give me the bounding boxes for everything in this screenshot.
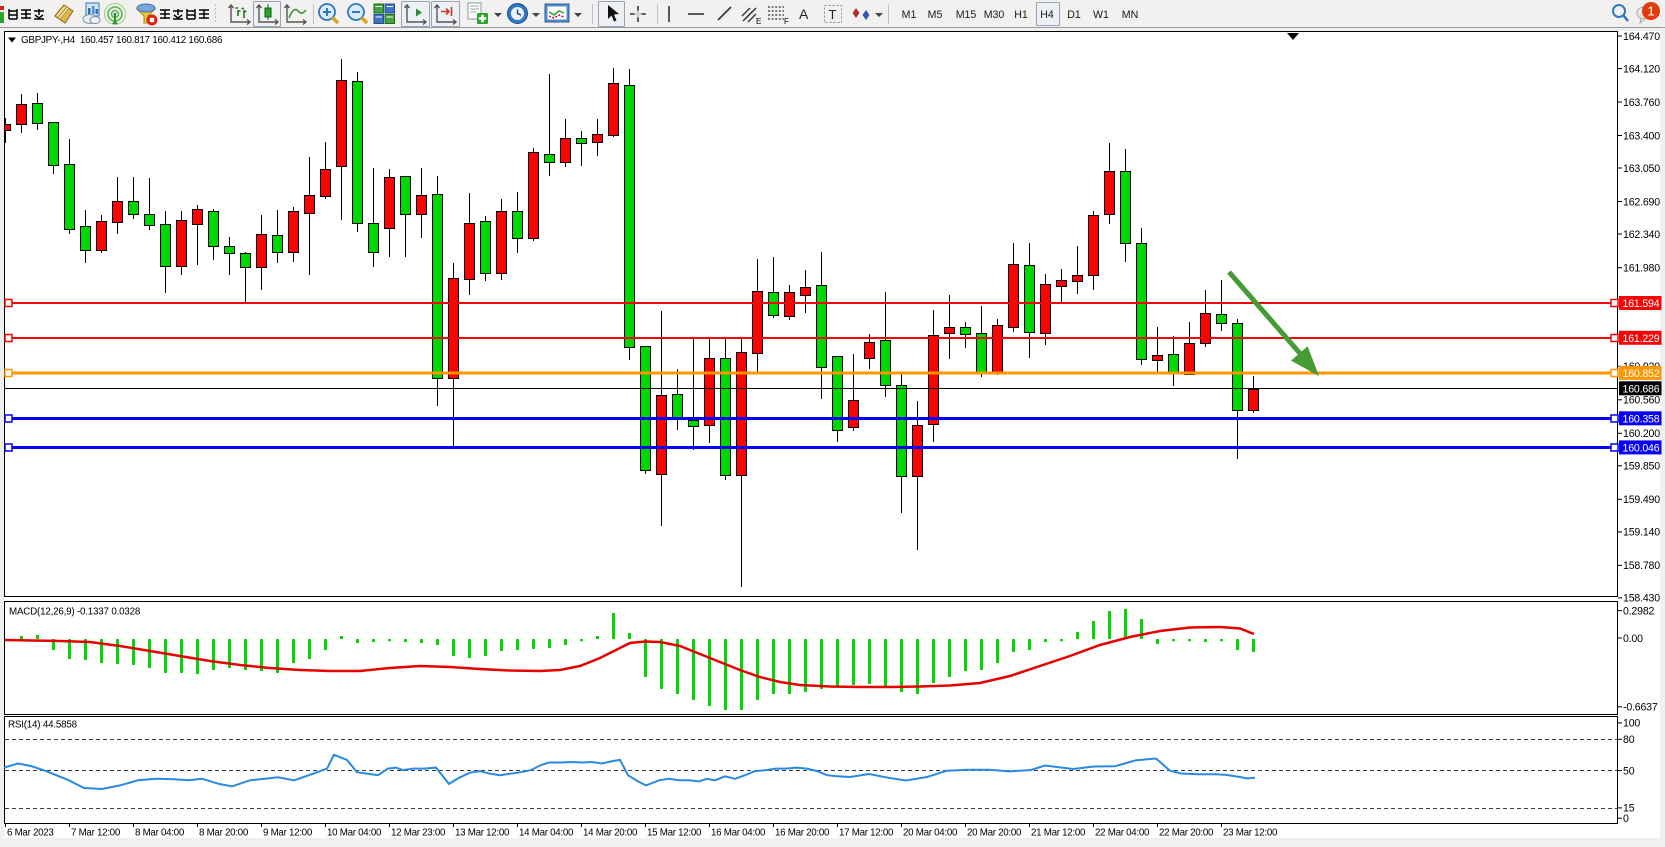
svg-text:M30: M30 [984, 9, 1005, 21]
svg-text:F: F [784, 17, 789, 26]
svg-text:158.430: 158.430 [1623, 593, 1660, 605]
svg-text:E: E [756, 17, 761, 26]
svg-text:159.140: 159.140 [1623, 527, 1660, 539]
svg-text:12 Mar 23:00: 12 Mar 23:00 [391, 828, 446, 839]
svg-text:22 Mar 04:00: 22 Mar 04:00 [1095, 828, 1150, 839]
svg-text:0.00: 0.00 [1623, 633, 1643, 645]
svg-text:MN: MN [1122, 9, 1138, 21]
svg-text:10 Mar 04:00: 10 Mar 04:00 [327, 828, 382, 839]
svg-text:160.852: 160.852 [1623, 368, 1660, 380]
svg-text:M5: M5 [928, 9, 943, 21]
svg-text:T: T [829, 7, 837, 22]
svg-text:162.340: 162.340 [1623, 229, 1660, 241]
svg-text:100: 100 [1623, 718, 1640, 730]
svg-text:14 Mar 04:00: 14 Mar 04:00 [519, 828, 574, 839]
svg-text:A: A [799, 6, 809, 22]
svg-text:7 Mar 12:00: 7 Mar 12:00 [71, 828, 121, 839]
svg-text:6 Mar 2023: 6 Mar 2023 [7, 828, 54, 839]
svg-text:160.560: 160.560 [1623, 395, 1660, 407]
svg-text:GBPJPY-,H4 160.457 160.817 16: GBPJPY-,H4 160.457 160.817 160.412 160.6… [21, 35, 223, 46]
svg-text:161.594: 161.594 [1623, 298, 1660, 310]
svg-text:163.400: 163.400 [1623, 130, 1660, 142]
svg-text:22 Mar 20:00: 22 Mar 20:00 [1159, 828, 1214, 839]
svg-text:MACD(12,26,9) -0.1337 0.0328: MACD(12,26,9) -0.1337 0.0328 [9, 607, 141, 618]
svg-text:1: 1 [1647, 4, 1654, 19]
svg-text:H1: H1 [1014, 9, 1028, 21]
svg-text:16 Mar 20:00: 16 Mar 20:00 [775, 828, 830, 839]
svg-text:8 Mar 04:00: 8 Mar 04:00 [135, 828, 185, 839]
svg-text:23 Mar 12:00: 23 Mar 12:00 [1223, 828, 1278, 839]
svg-text:160.046: 160.046 [1623, 442, 1660, 454]
svg-text:15 Mar 12:00: 15 Mar 12:00 [647, 828, 702, 839]
svg-text:20 Mar 20:00: 20 Mar 20:00 [967, 828, 1022, 839]
svg-text:158.780: 158.780 [1623, 560, 1660, 572]
svg-text:159.490: 159.490 [1623, 494, 1660, 506]
svg-text:14 Mar 20:00: 14 Mar 20:00 [583, 828, 638, 839]
svg-text:160.200: 160.200 [1623, 428, 1660, 440]
svg-text:13 Mar 12:00: 13 Mar 12:00 [455, 828, 510, 839]
svg-text:M15: M15 [956, 9, 977, 21]
svg-text:9 Mar 12:00: 9 Mar 12:00 [263, 828, 313, 839]
svg-text:15: 15 [1623, 803, 1635, 815]
svg-text:M1: M1 [902, 9, 917, 21]
svg-text:-0.6637: -0.6637 [1623, 702, 1658, 714]
svg-text:159.850: 159.850 [1623, 461, 1660, 473]
svg-text:RSI(14) 44.5858: RSI(14) 44.5858 [8, 720, 78, 731]
svg-text:H4: H4 [1040, 9, 1054, 21]
svg-text:W1: W1 [1093, 9, 1109, 21]
svg-text:21 Mar 12:00: 21 Mar 12:00 [1031, 828, 1086, 839]
svg-text:160.358: 160.358 [1623, 413, 1660, 425]
svg-text:162.690: 162.690 [1623, 196, 1660, 208]
svg-text:0: 0 [1623, 813, 1629, 825]
svg-text:20 Mar 04:00: 20 Mar 04:00 [903, 828, 958, 839]
svg-text:164.470: 164.470 [1623, 31, 1660, 43]
svg-text:80: 80 [1623, 734, 1635, 746]
svg-text:8 Mar 20:00: 8 Mar 20:00 [199, 828, 249, 839]
svg-text:164.120: 164.120 [1623, 63, 1660, 75]
svg-text:163.050: 163.050 [1623, 163, 1660, 175]
svg-text:50: 50 [1623, 765, 1635, 777]
svg-text:161.229: 161.229 [1623, 333, 1660, 345]
svg-text:17 Mar 12:00: 17 Mar 12:00 [839, 828, 894, 839]
svg-text:161.980: 161.980 [1623, 263, 1660, 275]
svg-text:D1: D1 [1067, 9, 1081, 21]
svg-text:160.686: 160.686 [1623, 383, 1660, 395]
svg-text:163.760: 163.760 [1623, 97, 1660, 109]
svg-text:16 Mar 04:00: 16 Mar 04:00 [711, 828, 766, 839]
svg-text:0.2982: 0.2982 [1623, 605, 1655, 617]
